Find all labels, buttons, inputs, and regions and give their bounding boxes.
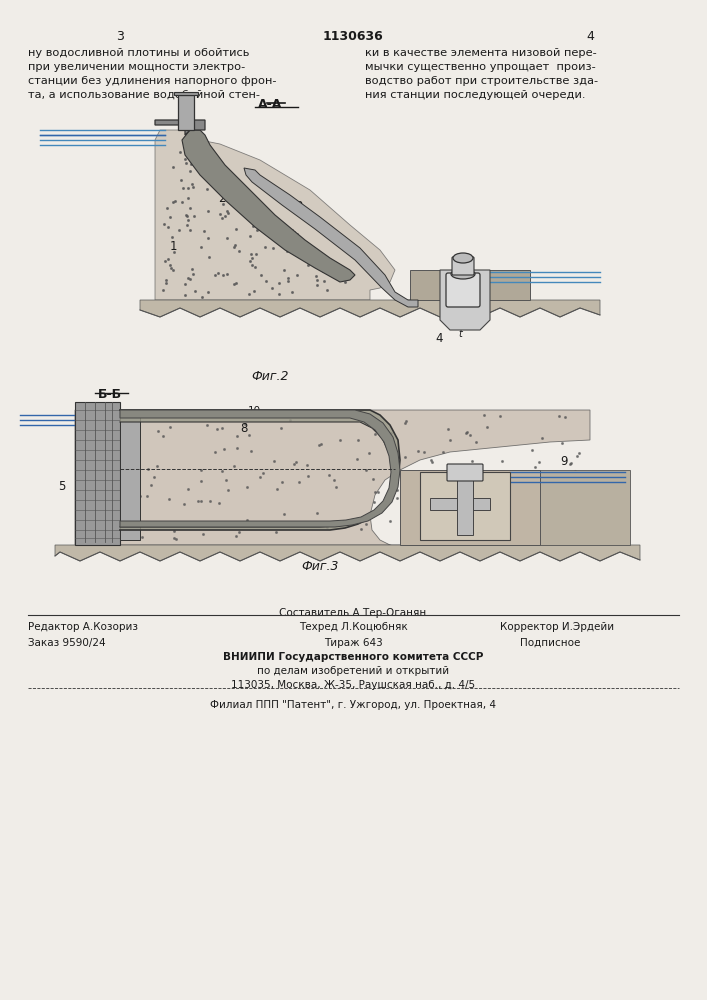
Text: ну водосливной плотины и обойтись: ну водосливной плотины и обойтись (28, 48, 250, 58)
Text: ния станции последующей очереди.: ния станции последующей очереди. (365, 90, 585, 100)
Text: Тираж 643: Тираж 643 (324, 638, 382, 648)
Polygon shape (55, 545, 640, 561)
FancyBboxPatch shape (446, 273, 480, 307)
Text: 1130636: 1130636 (322, 30, 383, 43)
Polygon shape (400, 470, 540, 545)
Text: Техред Л.Коцюбняк: Техред Л.Коцюбняк (298, 622, 407, 632)
Text: 4: 4 (586, 30, 594, 43)
Text: 7: 7 (125, 460, 132, 473)
Text: по делам изобретений и открытий: по делам изобретений и открытий (257, 666, 449, 676)
Text: t: t (458, 329, 462, 339)
Text: водство работ при строительстве зда-: водство работ при строительстве зда- (365, 76, 598, 86)
Text: Фиг.3: Фиг.3 (301, 560, 339, 573)
Text: станции без удлинения напорного фрон-: станции без удлинения напорного фрон- (28, 76, 276, 86)
FancyBboxPatch shape (452, 257, 474, 275)
Polygon shape (155, 130, 395, 300)
Text: 6: 6 (500, 470, 508, 483)
Polygon shape (420, 472, 510, 540)
Polygon shape (120, 410, 140, 540)
Polygon shape (155, 120, 205, 135)
Text: Б-Б: Б-Б (98, 388, 122, 401)
Polygon shape (244, 168, 418, 307)
Text: Подписное: Подписное (520, 638, 580, 648)
FancyBboxPatch shape (430, 498, 490, 510)
FancyBboxPatch shape (447, 464, 483, 481)
Polygon shape (75, 402, 120, 545)
Text: 8: 8 (240, 422, 247, 435)
Text: 2: 2 (218, 192, 226, 205)
Polygon shape (120, 410, 400, 530)
FancyBboxPatch shape (457, 480, 473, 535)
Text: А-А: А-А (258, 98, 282, 111)
Polygon shape (510, 470, 630, 545)
Text: 3: 3 (295, 200, 303, 213)
Text: 1: 1 (170, 240, 177, 253)
Text: 9: 9 (560, 455, 568, 468)
Text: ВНИИПИ Государственного комитета СССР: ВНИИПИ Государственного комитета СССР (223, 652, 483, 662)
Polygon shape (140, 300, 600, 317)
Text: при увеличении мощности электро-: при увеличении мощности электро- (28, 62, 245, 72)
Text: Редактор А.Козориз: Редактор А.Козориз (28, 622, 138, 632)
Polygon shape (182, 130, 355, 282)
Text: Заказ 9590/24: Заказ 9590/24 (28, 638, 105, 648)
Text: Филиал ППП "Патент", г. Ужгород, ул. Проектная, 4: Филиал ППП "Патент", г. Ужгород, ул. Про… (210, 700, 496, 710)
Polygon shape (174, 92, 198, 95)
Ellipse shape (451, 269, 475, 279)
Text: ки в качестве элемента низовой пере-: ки в качестве элемента низовой пере- (365, 48, 597, 58)
Text: мычки существенно упрощает  произ-: мычки существенно упрощает произ- (365, 62, 596, 72)
Text: 10: 10 (248, 406, 261, 416)
Polygon shape (178, 95, 194, 130)
Text: Фиг.2: Фиг.2 (251, 370, 288, 383)
Polygon shape (410, 270, 530, 300)
Ellipse shape (453, 253, 473, 263)
Text: та, а использование водобойной стен-: та, а использование водобойной стен- (28, 90, 260, 100)
Polygon shape (75, 410, 590, 552)
Text: 113035, Москва, Ж-35, Раушская наб., д. 4/5: 113035, Москва, Ж-35, Раушская наб., д. … (231, 680, 475, 690)
Text: Корректор И.Эрдейи: Корректор И.Эрдейи (500, 622, 614, 632)
Text: Составитель А.Тер-Оганян: Составитель А.Тер-Оганян (279, 608, 426, 618)
Text: 4: 4 (435, 332, 443, 345)
Text: 5: 5 (58, 480, 65, 493)
Polygon shape (120, 410, 400, 527)
Polygon shape (440, 270, 490, 330)
Text: 3: 3 (116, 30, 124, 43)
